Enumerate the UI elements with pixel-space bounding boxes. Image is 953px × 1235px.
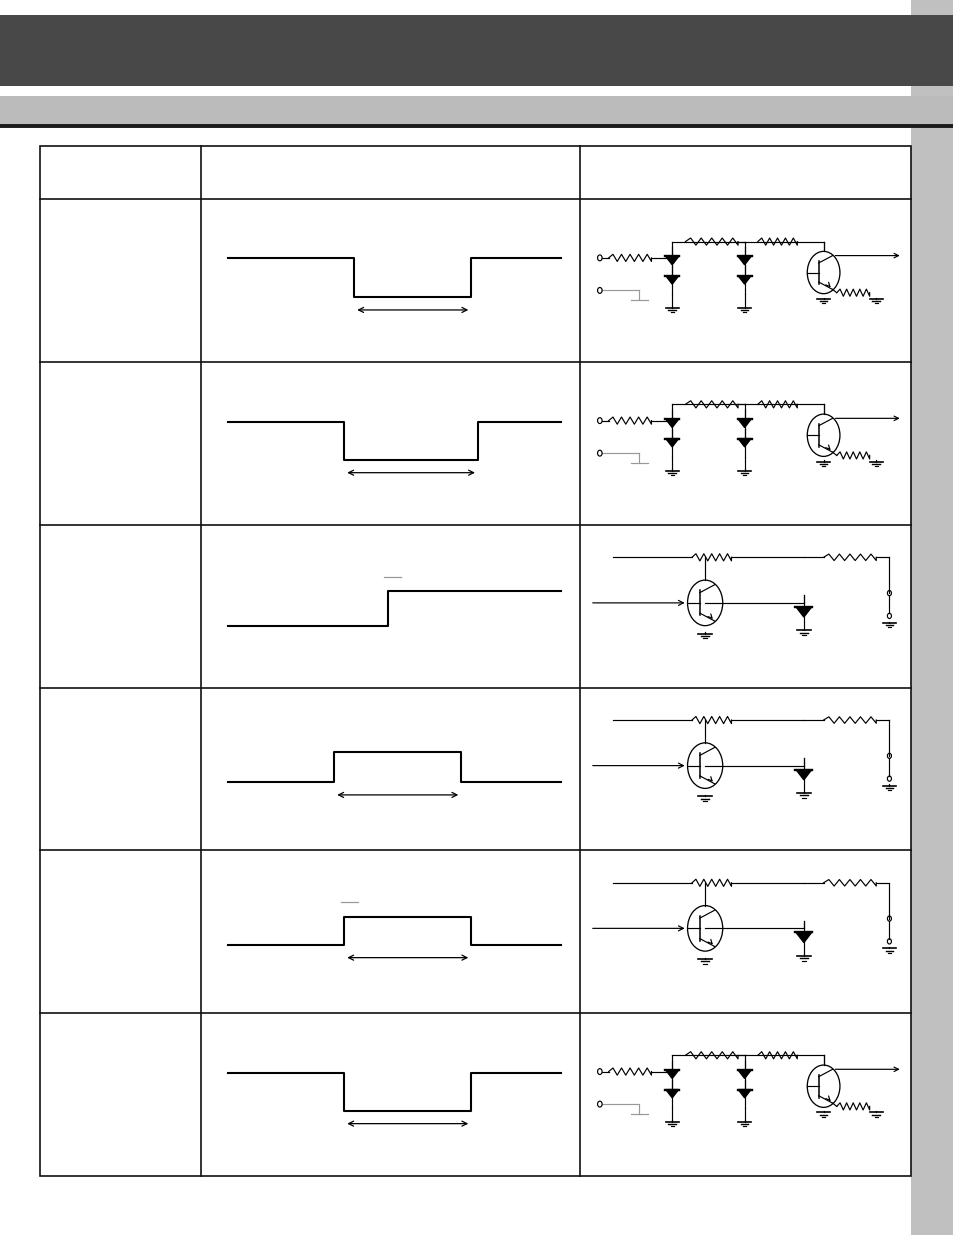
Polygon shape xyxy=(795,606,811,618)
Polygon shape xyxy=(665,275,678,284)
Polygon shape xyxy=(738,1089,750,1098)
Polygon shape xyxy=(665,257,678,264)
Polygon shape xyxy=(665,419,678,427)
Bar xyxy=(0,96,953,126)
Polygon shape xyxy=(665,438,678,447)
Polygon shape xyxy=(738,1071,750,1078)
Polygon shape xyxy=(738,438,750,447)
Polygon shape xyxy=(738,275,750,284)
Polygon shape xyxy=(795,769,811,779)
Polygon shape xyxy=(795,932,811,942)
Polygon shape xyxy=(738,257,750,264)
Polygon shape xyxy=(665,1071,678,1078)
Bar xyxy=(910,0,953,1235)
Bar xyxy=(0,15,953,86)
Polygon shape xyxy=(665,1089,678,1098)
Bar xyxy=(40,146,910,1176)
Polygon shape xyxy=(738,419,750,427)
